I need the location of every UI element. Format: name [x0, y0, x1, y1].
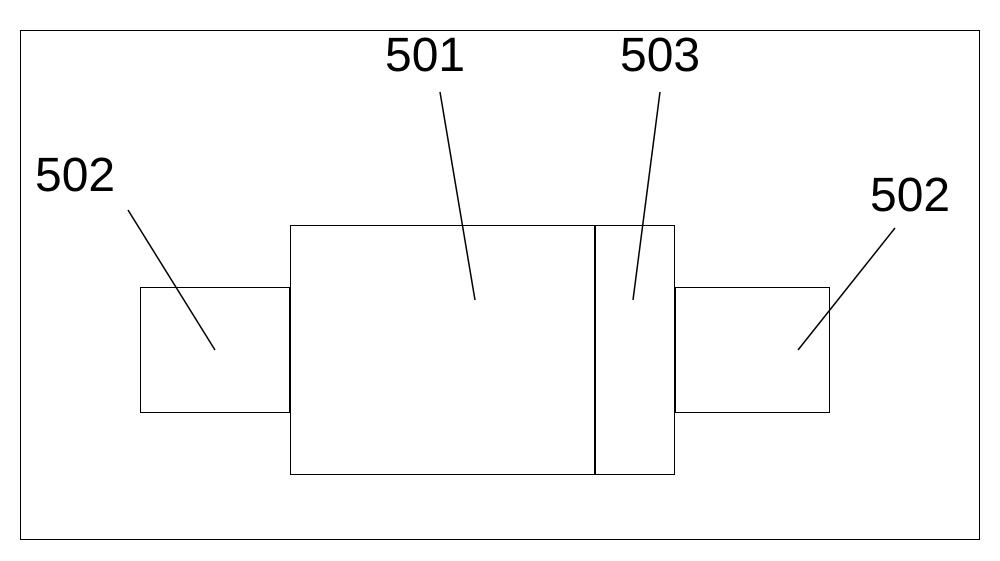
label-502-left: 502: [35, 148, 115, 203]
leader-501: [440, 92, 475, 300]
leader-503: [633, 92, 660, 300]
leader-lines: [0, 0, 1000, 561]
leader-502-right: [798, 228, 895, 350]
label-502-right: 502: [870, 168, 950, 223]
leader-502-left: [128, 210, 215, 350]
label-501: 501: [385, 28, 465, 83]
label-503: 503: [620, 28, 700, 83]
